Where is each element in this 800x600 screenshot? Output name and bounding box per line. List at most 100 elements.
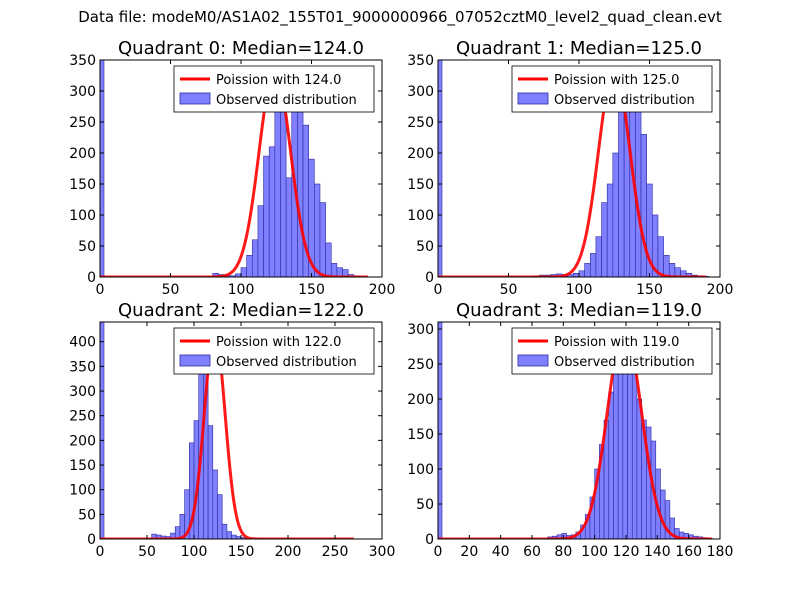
x-tick-label: 40 <box>492 544 510 560</box>
histogram-bar <box>268 146 276 277</box>
legend-observed-label: Observed distribution <box>216 355 357 370</box>
histogram-bar <box>627 349 633 539</box>
y-tick-label: 250 <box>69 115 96 131</box>
histogram-outlier-bar <box>438 60 443 277</box>
legend-observed-label: Observed distribution <box>554 355 695 370</box>
panel-title: Quadrant 0: Median=124.0 <box>118 38 364 59</box>
x-tick-label: 200 <box>275 544 302 560</box>
x-tick-label: 100 <box>566 282 593 298</box>
legend-hist-swatch <box>179 92 211 105</box>
figure-title: Data file: modeM0/AS1A02_155T01_90000009… <box>78 8 722 26</box>
x-tick-label: 150 <box>636 282 663 298</box>
legend-observed-label: Observed distribution <box>554 93 695 108</box>
y-tick-label: 350 <box>69 53 96 69</box>
histogram-bar <box>636 398 642 539</box>
histogram-bar <box>613 349 619 539</box>
y-tick-label: 0 <box>87 270 96 286</box>
x-tick-label: 160 <box>675 544 702 560</box>
histogram-bar <box>325 242 332 277</box>
legend-poisson-label: Poission with 119.0 <box>554 335 679 350</box>
x-tick-label: 0 <box>434 544 443 560</box>
y-tick-label: 100 <box>69 483 96 499</box>
y-tick-label: 200 <box>407 392 434 408</box>
y-tick-label: 150 <box>407 427 434 443</box>
histogram-bar <box>608 391 614 539</box>
legend-hist-swatch <box>517 92 549 105</box>
histogram-bar <box>589 253 597 277</box>
x-tick-label: 0 <box>96 282 105 298</box>
x-tick-label: 50 <box>162 282 180 298</box>
y-tick-label: 50 <box>416 497 434 513</box>
x-tick-label: 180 <box>707 544 734 560</box>
legend-hist-swatch <box>179 354 211 367</box>
y-tick-label: 200 <box>69 433 96 449</box>
y-tick-label: 50 <box>78 239 96 255</box>
x-tick-label: 50 <box>500 282 518 298</box>
chart-panel-2: 0 50 100 150 200 250 300 0 50 100 150 200 250 300 350 4… <box>69 300 395 560</box>
histogram-bar <box>606 183 614 277</box>
histogram-bar <box>631 370 638 539</box>
plot-area <box>438 322 713 539</box>
chart-panel-0: 0 50 100 150 200 0 50 100 150 200 250 300 350 Quadran… <box>69 38 395 298</box>
histogram-bar <box>246 255 253 277</box>
y-tick-label: 0 <box>425 270 434 286</box>
legend: Poission with 124.0 Observed distribution <box>173 65 375 113</box>
legend-poisson-label: Poission with 124.0 <box>216 73 341 88</box>
panel-title: Quadrant 1: Median=125.0 <box>456 38 702 59</box>
y-tick-label: 150 <box>69 458 96 474</box>
x-tick-label: 0 <box>434 282 443 298</box>
x-tick-label: 80 <box>554 544 572 560</box>
histogram-bar <box>221 523 228 539</box>
y-tick-label: 100 <box>69 208 96 224</box>
histogram-bar <box>601 202 608 277</box>
y-tick-label: 350 <box>69 359 96 375</box>
histogram-bar <box>584 263 591 277</box>
histogram-bar <box>251 239 259 277</box>
x-tick-label: 150 <box>228 544 255 560</box>
histogram-outlier-bar <box>100 60 105 277</box>
x-tick-label: 100 <box>181 544 208 560</box>
legend-observed-label: Observed distribution <box>216 93 357 108</box>
histogram-outlier-bar <box>100 322 105 539</box>
x-tick-label: 60 <box>523 544 541 560</box>
histogram-bar <box>226 531 232 539</box>
histogram-bar <box>240 267 247 277</box>
histogram-bar <box>668 263 676 277</box>
histogram-bar <box>285 177 293 277</box>
panel-title: Quadrant 2: Median=122.0 <box>118 300 364 321</box>
x-tick-label: 150 <box>298 282 325 298</box>
histogram-bar <box>663 255 670 277</box>
y-tick-label: 0 <box>87 532 96 548</box>
legend: Poission with 119.0 Observed distribution <box>511 327 713 375</box>
x-tick-label: 120 <box>613 544 640 560</box>
x-tick-label: 200 <box>369 282 396 298</box>
legend-poisson-label: Poission with 125.0 <box>554 73 679 88</box>
y-tick-label: 200 <box>69 146 96 162</box>
x-tick-label: 300 <box>369 544 396 560</box>
histogram-bar <box>212 469 218 539</box>
y-tick-label: 100 <box>407 462 434 478</box>
histogram-bar <box>274 109 281 277</box>
y-tick-label: 150 <box>407 177 434 193</box>
histogram-bar <box>207 425 214 539</box>
histogram-bar <box>231 534 237 539</box>
axes-frame <box>437 321 721 540</box>
histogram-bar <box>263 155 270 277</box>
histogram-bar <box>297 96 304 277</box>
y-tick-label: 50 <box>416 239 434 255</box>
poisson-curve <box>438 327 713 539</box>
histogram-bar <box>217 494 223 539</box>
histogram-bar <box>612 152 619 277</box>
histogram-bar <box>578 270 585 277</box>
x-tick-label: 140 <box>644 544 671 560</box>
histogram-bar <box>257 205 264 277</box>
histogram-bar <box>314 183 321 277</box>
legend: Poission with 125.0 Observed distribution <box>511 65 713 113</box>
y-tick-label: 0 <box>425 532 434 548</box>
histogram-outlier-bar <box>438 322 443 539</box>
chart-panel-1: 0 50 100 150 200 0 50 100 150 200 250 300 350 Quadran… <box>407 38 733 298</box>
legend-hist-swatch <box>517 354 549 367</box>
y-tick-label: 150 <box>69 177 96 193</box>
panel-title: Quadrant 3: Median=119.0 <box>456 300 702 321</box>
y-tick-label: 250 <box>69 409 96 425</box>
